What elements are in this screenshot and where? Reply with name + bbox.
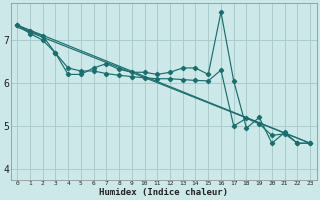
X-axis label: Humidex (Indice chaleur): Humidex (Indice chaleur) [99,188,228,197]
